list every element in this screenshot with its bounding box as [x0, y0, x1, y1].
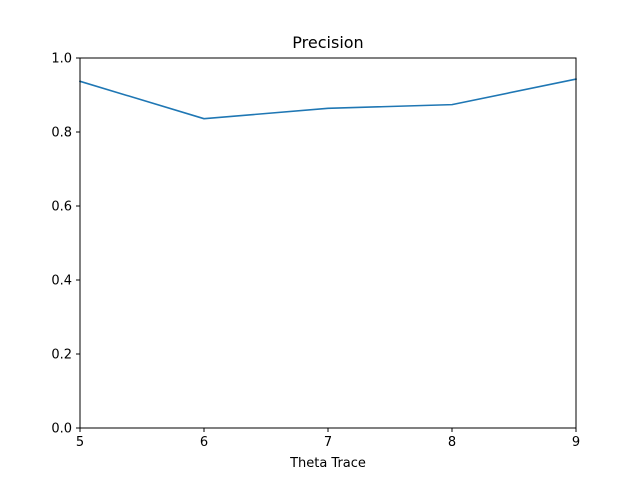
series-layer	[79, 78, 577, 120]
y-tick-label: 1.0	[51, 52, 72, 67]
y-tick-label: 0.4	[51, 274, 72, 289]
series-line-precision	[79, 78, 577, 120]
x-axis-label: Theta Trace	[289, 456, 366, 471]
x-tick-label: 6	[200, 435, 208, 450]
x-tick-label: 9	[572, 435, 580, 450]
y-tick-label: 0.0	[51, 422, 72, 437]
y-tick-label: 0.6	[51, 200, 72, 215]
y-axis: 0.0 0.2 0.4 0.6 0.8 1.0	[51, 52, 80, 437]
plot-background	[80, 58, 576, 428]
x-axis: 5 6 7 8 9	[76, 428, 580, 450]
x-tick-label: 5	[76, 435, 84, 450]
chart-title: Precision	[292, 33, 363, 52]
plot-area	[79, 57, 577, 429]
y-tick-label: 0.2	[51, 348, 72, 363]
y-tick-label: 0.8	[51, 126, 72, 141]
x-tick-label: 8	[448, 435, 456, 450]
x-tick-label: 7	[324, 435, 332, 450]
